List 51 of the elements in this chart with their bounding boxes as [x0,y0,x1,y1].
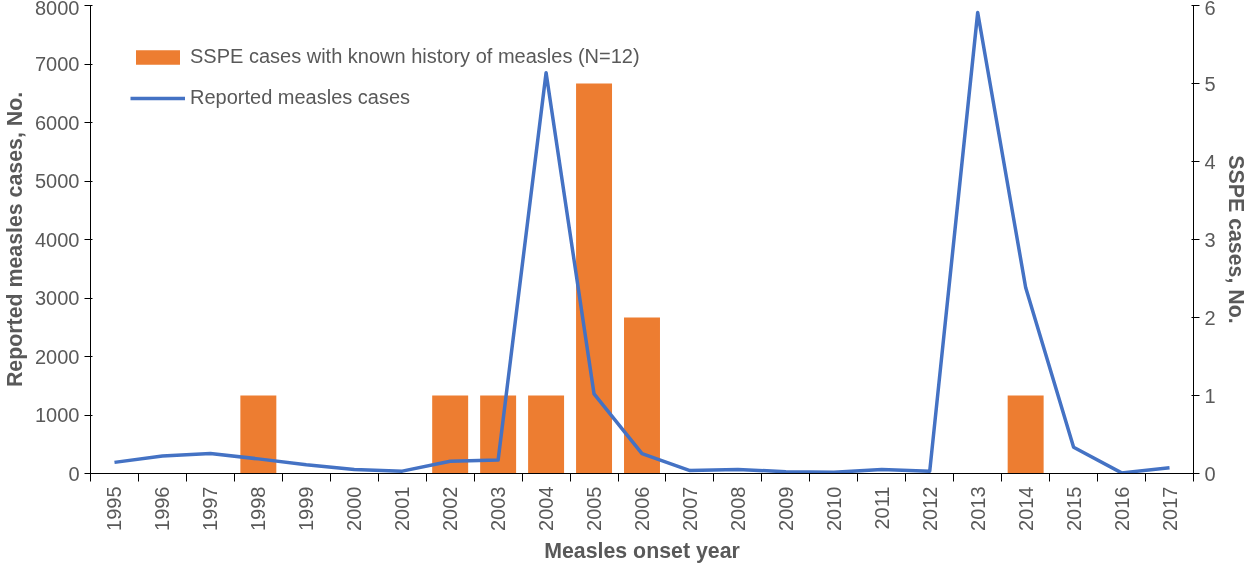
x-tick-label: 2008 [726,486,749,531]
y-tick-label: 7000 [35,53,80,75]
x-tick-label: 2003 [487,486,510,531]
bar [1007,395,1044,474]
bar [576,83,613,474]
x-tick-label: 2017 [1158,486,1181,531]
x-tick-label: 2006 [631,486,653,531]
x-tick-label: 2004 [535,486,558,531]
y2-tick-label: 5 [1204,72,1216,95]
bar [624,317,660,474]
y2-tick-label: 3 [1204,228,1216,251]
x-tick-label: 2005 [583,486,606,531]
y-tick-label: 5000 [35,170,80,192]
y-tick-label: 1000 [35,404,80,426]
line-series [112,10,1172,474]
x-tick-label: 2001 [391,486,414,531]
x-tick-label: 2002 [439,486,462,531]
x-axis-title: Measles onset year [544,538,740,563]
x-tick-label: 1996 [151,486,174,531]
x-tick-label: 1998 [247,486,270,531]
legend-label: SSPE cases with known history of measles (N=12) [190,45,640,68]
y-tick-label: 8000 [35,0,80,19]
y-tick-label: 3000 [35,287,80,309]
bar [528,395,565,474]
x-tick-label: 1997 [199,486,222,531]
bar [432,395,469,474]
y2-tick-label: 4 [1204,150,1216,173]
y2-tick-label: 0 [1204,462,1216,485]
y-tick-label: 0 [68,462,80,485]
legend-label: Reported measles cases [190,86,412,109]
y-tick-label: 6000 [35,111,80,134]
x-tick-label: 2015 [1062,486,1085,531]
x-tick-label: 1995 [103,486,126,531]
x-tick-label: 2013 [966,486,989,531]
x-tick-label: 2009 [774,486,797,531]
y2-tick-label: 6 [1204,0,1216,19]
x-tick-label: 2000 [343,486,366,531]
x-tick-label: 2014 [1014,486,1037,531]
y2-axis-title: SSPE cases, No. [1223,155,1248,324]
y-tick-label: 4000 [35,228,80,251]
y-axis-title: Reported measles cases, No. [3,91,28,388]
x-tick-label: 1999 [295,486,318,531]
x-tick-label: 2007 [678,486,701,531]
bar [240,395,277,474]
y2-tick-label: 2 [1204,306,1216,329]
y-tick-label: 2000 [35,345,80,368]
x-tick-label: 2016 [1110,486,1133,531]
x-tick-label: 2010 [822,486,845,531]
x-tick-label: 2012 [918,486,941,531]
x-tick-label: 2011 [870,486,893,530]
y2-tick-label: 1 [1204,384,1216,407]
